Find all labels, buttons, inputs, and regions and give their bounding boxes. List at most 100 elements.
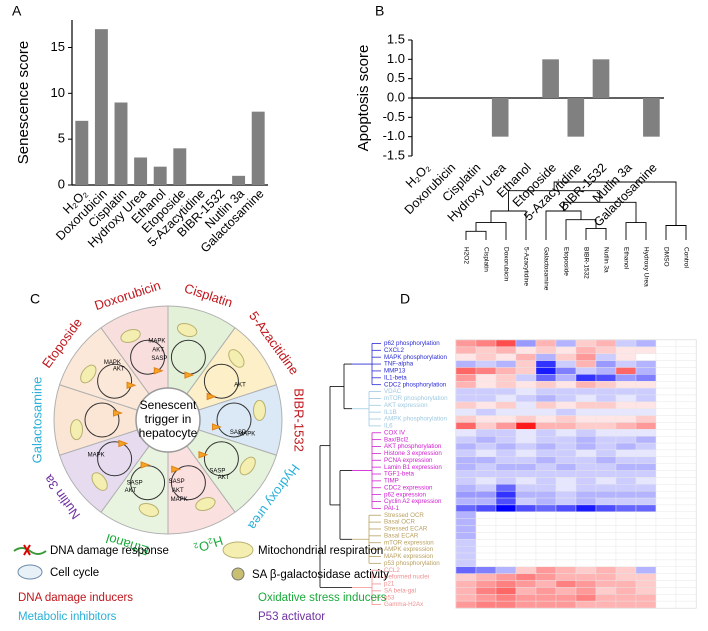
heatmap-cell [555,573,577,581]
heatmap-cell [475,559,497,567]
heatmap-cell [535,559,557,567]
mitochondrion [195,497,216,512]
heatmap-cell [535,456,557,464]
row-label: IL1B [384,409,397,416]
heatmap-cell [635,346,657,354]
heatmap-cell [535,401,557,409]
y-axis-label: Apoptosis score [355,45,372,152]
heatmap-cell [555,600,577,609]
heatmap-cell [455,525,477,533]
column-dendrogram [465,230,487,240]
heatmap-cell [675,600,697,609]
heatmap-cell [555,387,577,396]
panel-label: A [12,3,22,19]
heatmap-cell [575,394,597,403]
heatmap-cell [495,442,517,451]
heatmap-cell [555,525,577,533]
heatmap-cell [515,346,537,354]
row-label: mTOR phosphorylation [384,395,448,402]
marker-label: AKT [152,347,164,353]
heatmap-cell [595,532,617,540]
nucleus [97,441,133,477]
column-dendrogram [565,219,597,240]
heatmap-cell [455,353,477,361]
heatmap-cell [575,504,597,512]
heatmap-cell [595,415,617,423]
heatmap-cell [635,408,657,416]
heatmap-cell [615,490,637,499]
heatmap-cell [635,387,657,396]
row-label: PCNA expression [384,457,433,464]
heatmap-cell [635,525,657,533]
y-tick-label: 10 [51,85,65,100]
heatmap-cell [655,456,677,464]
heatmap-cell [455,511,477,519]
row-label: TNF-alpha [384,361,414,368]
heatmap-cell [575,463,597,471]
heatmap-cell [675,456,697,464]
heatmap-cell [515,381,537,389]
legend-label: DNA damage response [50,545,169,557]
heatmap-cell [555,504,577,512]
heatmap-cell [615,436,637,444]
heatmap-cell [535,353,557,361]
heatmap-cell [595,353,617,361]
heatmap-cell [455,463,477,471]
heatmap-cell [595,408,617,416]
column-dendrogram [625,222,647,240]
segment-label: BIBR-1532 [292,388,307,452]
bar [232,175,246,185]
heatmap-cell [455,408,477,416]
heatmap-cell [475,449,497,458]
heatmap-cell [655,566,677,574]
trigger-arrow [118,439,129,448]
heatmap-cell [635,545,657,554]
heatmap-cell [595,422,617,430]
row-label: AMPK expression [384,546,434,553]
heatmap-cell [575,600,597,609]
heatmap-cell [515,525,537,533]
heatmap-cell [655,511,677,519]
heatmap-cell [615,339,637,348]
heatmap-cell [675,381,697,389]
row-label: MMP13 [384,368,406,375]
heatmap-cell [575,539,597,547]
heatmap-cell [495,422,517,430]
heatmap-cell [535,381,557,389]
y-tick-label: 1.5 [387,31,405,46]
heatmap-cell [455,477,477,485]
heatmap-cell [555,490,577,499]
heatmap-cell [495,580,517,588]
heatmap-cell [675,387,697,396]
heatmap-cell [535,449,557,458]
heatmap-cell [495,429,517,437]
column-label: Ethanol [622,247,629,270]
heatmap-cell [675,339,697,348]
heatmap-cell [615,518,637,526]
heatmap-cell [675,422,697,430]
mitochondrion [252,399,266,421]
nucleus [130,339,166,375]
heatmap-cell [495,566,517,574]
heatmap-cell [655,374,677,382]
y-tick-label: 15 [51,39,65,54]
heatmap-cell [475,525,497,533]
heatmap-cell [455,484,477,492]
heatmap-cell [555,539,577,547]
heatmap-cell [495,456,517,464]
bar [251,111,265,185]
heatmap-cell [595,587,617,595]
legend-label: Mitochondrial respiration [258,545,383,557]
heatmap-cell [635,374,657,382]
heatmap-cell [515,559,537,567]
heatmap-cell [535,463,557,471]
heatmap-cell [575,470,597,478]
mito-icon [222,541,254,559]
legend-icons [13,541,254,581]
center-text: trigger in [145,412,192,426]
heatmap-cell [595,594,617,602]
heatmap-cell [575,525,597,533]
heatmap-cell [575,566,597,574]
heatmap-cell [675,360,697,368]
